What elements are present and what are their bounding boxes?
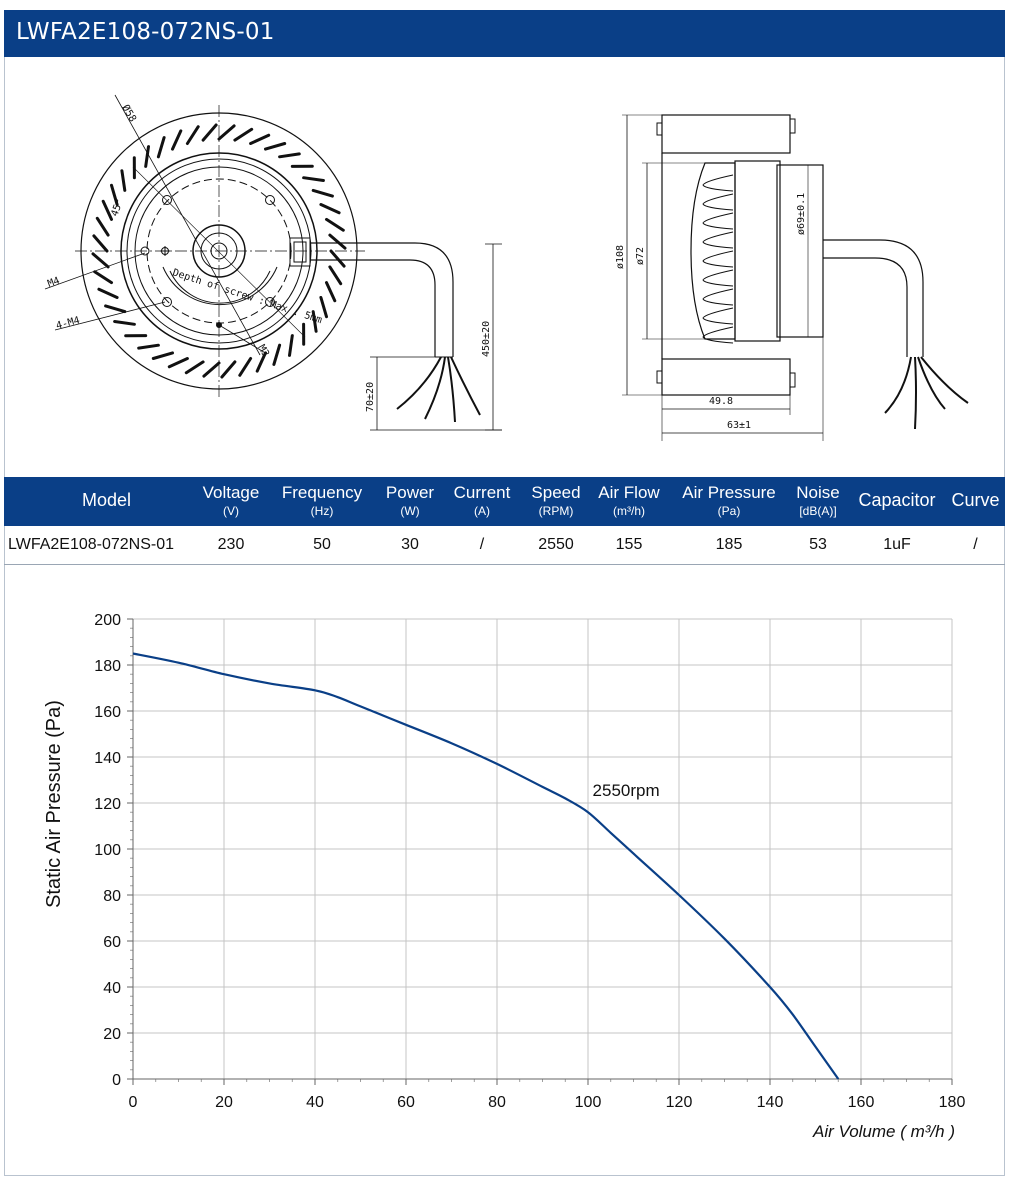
- dim-width-49-8: 49.8: [709, 396, 733, 407]
- dim-d72: ø72: [635, 247, 646, 265]
- cell-noise: 53: [809, 536, 827, 553]
- dim-d58: Ø58: [119, 103, 138, 125]
- y-tick-label: 100: [94, 842, 121, 859]
- cell-capacitor: 1uF: [883, 536, 911, 553]
- cell-speed: 2550: [538, 536, 574, 553]
- x-tick-label: 20: [215, 1094, 233, 1111]
- dim-d108: ø108: [615, 245, 626, 269]
- x-tick-label: 180: [939, 1094, 966, 1111]
- side-view: [622, 114, 969, 441]
- dim-angle: 45°: [109, 197, 126, 218]
- x-tick-label: 80: [488, 1094, 506, 1111]
- cell-curve: /: [973, 536, 978, 553]
- y-tick-label: 60: [103, 934, 121, 951]
- x-tick-label: 120: [666, 1094, 693, 1111]
- y-tick-label: 20: [103, 1026, 121, 1043]
- technical-drawing: Ø58 45° M4 4-M4 M3 Depth of screw : Max …: [44, 94, 969, 441]
- cell-power: 30: [401, 536, 419, 553]
- header-power: Power (W): [385, 483, 435, 518]
- y-tick-label: 140: [94, 750, 121, 767]
- header-speed: Speed (RPM): [531, 483, 581, 518]
- dim-strip-length: 70±20: [365, 382, 376, 412]
- header-capacitor: Capacitor: [858, 490, 936, 510]
- y-tick-label: 180: [94, 658, 121, 675]
- x-tick-label: 0: [129, 1094, 138, 1111]
- product-title: LWFA2E108-072NS-01: [16, 19, 275, 45]
- y-axis-title: Static Air Pressure (Pa): [43, 700, 65, 908]
- cell-current: /: [479, 536, 485, 553]
- y-tick-label: 120: [94, 796, 121, 813]
- header-curve: Curve: [951, 490, 1000, 510]
- cell-model: LWFA2E108-072NS-01: [8, 536, 175, 553]
- header-voltage: Voltage (V): [202, 483, 260, 518]
- header-noise: Noise [dB(A)]: [796, 483, 840, 518]
- header-current: Current (A): [453, 483, 511, 518]
- title-bar: LWFA2E108-072NS-01: [4, 10, 1005, 57]
- spec-table-header: Model Voltage (V) Frequency (Hz) Power (W) …: [4, 477, 1005, 526]
- dim-4-m4: 4-M4: [55, 315, 81, 332]
- y-tick-label: 40: [103, 980, 121, 997]
- cell-air-flow: 155: [615, 536, 643, 553]
- cell-air-pressure: 185: [715, 536, 743, 553]
- series-annotation: 2550rpm: [593, 781, 660, 800]
- x-axis-title: Air Volume ( m³/h ): [812, 1122, 955, 1141]
- dim-lead-length: 450±20: [481, 321, 492, 357]
- y-tick-label: 80: [103, 888, 121, 905]
- front-view: [44, 94, 502, 431]
- header-frequency: Frequency (Hz): [281, 483, 363, 518]
- series-line-2550rpm: [132, 652, 840, 1080]
- header-model: Model: [81, 490, 132, 510]
- spec-table-row: LWFA2E108-072NS-01 230 50 30 / 2550 155 …: [4, 526, 1005, 565]
- y-tick-label: 0: [112, 1072, 121, 1089]
- x-tick-label: 40: [306, 1094, 324, 1111]
- x-tick-label: 60: [397, 1094, 415, 1111]
- performance-curve-chart: 0 20 40 60 80 100 120 140 160 180 0 20 40 60 80 100 120 1…: [43, 612, 966, 1141]
- cell-voltage: 230: [217, 536, 245, 553]
- header-air-pressure: Air Pressure (Pa): [682, 483, 776, 518]
- x-tick-label: 160: [848, 1094, 875, 1111]
- y-tick-label: 200: [94, 612, 121, 629]
- dim-width-63: 63±1: [727, 420, 751, 431]
- x-tick-label: 100: [575, 1094, 602, 1111]
- y-tick-label: 160: [94, 704, 121, 721]
- x-tick-label: 140: [757, 1094, 784, 1111]
- dim-d69: ø69±0.1: [796, 193, 807, 235]
- cell-frequency: 50: [313, 536, 331, 553]
- dim-m4: M4: [46, 275, 61, 289]
- dim-m3: M3: [255, 343, 271, 359]
- header-air-flow: Air Flow (m³/h): [598, 483, 660, 518]
